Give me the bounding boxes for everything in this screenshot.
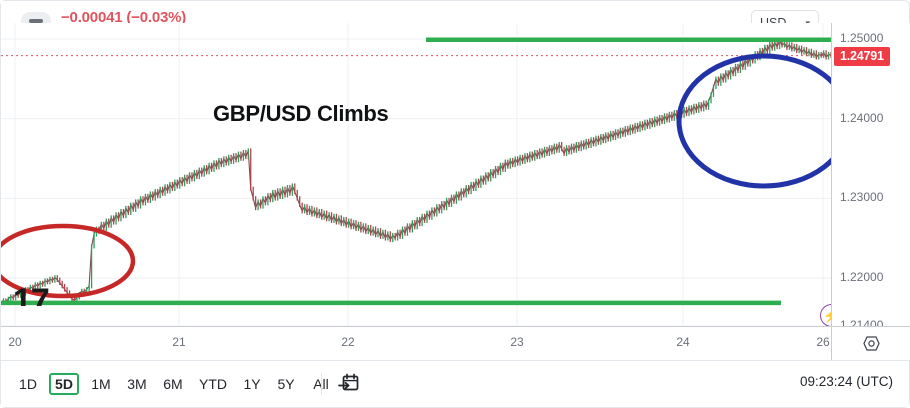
price-axis-tick: 1.23000 — [840, 190, 884, 205]
price-candles — [2, 38, 831, 306]
toolbar-divider — [321, 373, 322, 395]
calendar-forward-icon[interactable] — [337, 372, 361, 396]
minus-glyph — [29, 19, 43, 23]
target-icon — [862, 336, 880, 351]
price-chart-svg — [1, 23, 831, 326]
price-axis[interactable]: 1.25000 1.24000 1.23000 1.22000 1.21400 1.247… — [831, 23, 910, 332]
timeframe-6m[interactable]: 6M — [163, 376, 183, 392]
time-axis-tick: 21 — [172, 335, 186, 349]
vertical-gridlines — [14, 23, 824, 326]
chart-annotation-title: GBP/USD Climbs — [213, 101, 389, 126]
time-axis-tick: 26 — [816, 335, 830, 349]
red-ellipse-annotation — [1, 223, 136, 299]
time-axis[interactable]: 20 21 22 23 24 26 — [1, 326, 831, 360]
timeframe-5y[interactable]: 5Y — [277, 376, 295, 392]
timeframe-1d[interactable]: 1D — [19, 376, 37, 392]
axis-corner-cell[interactable] — [831, 326, 910, 360]
gridlines — [1, 38, 831, 326]
chart-plot-area[interactable] — [1, 23, 831, 326]
bottom-toolbar: 1D5D1M3M6MYTD1Y5YAll 09:23:24 (UTC) — [1, 360, 909, 407]
timeframe-3m[interactable]: 3M — [127, 376, 147, 392]
time-axis-tick: 20 — [8, 335, 22, 349]
time-axis-tick: 24 — [676, 335, 690, 349]
price-axis-tick: 1.24000 — [840, 110, 884, 125]
corner-number-annotation: 17 — [13, 284, 49, 306]
price-series-line — [1, 39, 831, 304]
timeframe-1m[interactable]: 1M — [91, 376, 111, 392]
chevron-down-icon: ▾ — [805, 18, 810, 28]
price-axis-tick: 1.25000 — [840, 30, 884, 45]
timeframe-ytd[interactable]: YTD — [199, 376, 227, 392]
blue-ellipse-annotation — [676, 53, 831, 189]
price-axis-tick: 1.22000 — [840, 270, 884, 285]
utc-clock: 09:23:24 (UTC) — [799, 374, 893, 389]
last-price-badge: 1.24791 — [834, 46, 890, 66]
timeframe-5d[interactable]: 5D — [49, 373, 79, 395]
time-axis-tick: 23 — [510, 335, 524, 349]
price-change: −0.00041 (−0.03%) — [61, 9, 187, 26]
timeframe-1y[interactable]: 1Y — [243, 376, 261, 392]
time-axis-tick: 22 — [341, 335, 355, 349]
